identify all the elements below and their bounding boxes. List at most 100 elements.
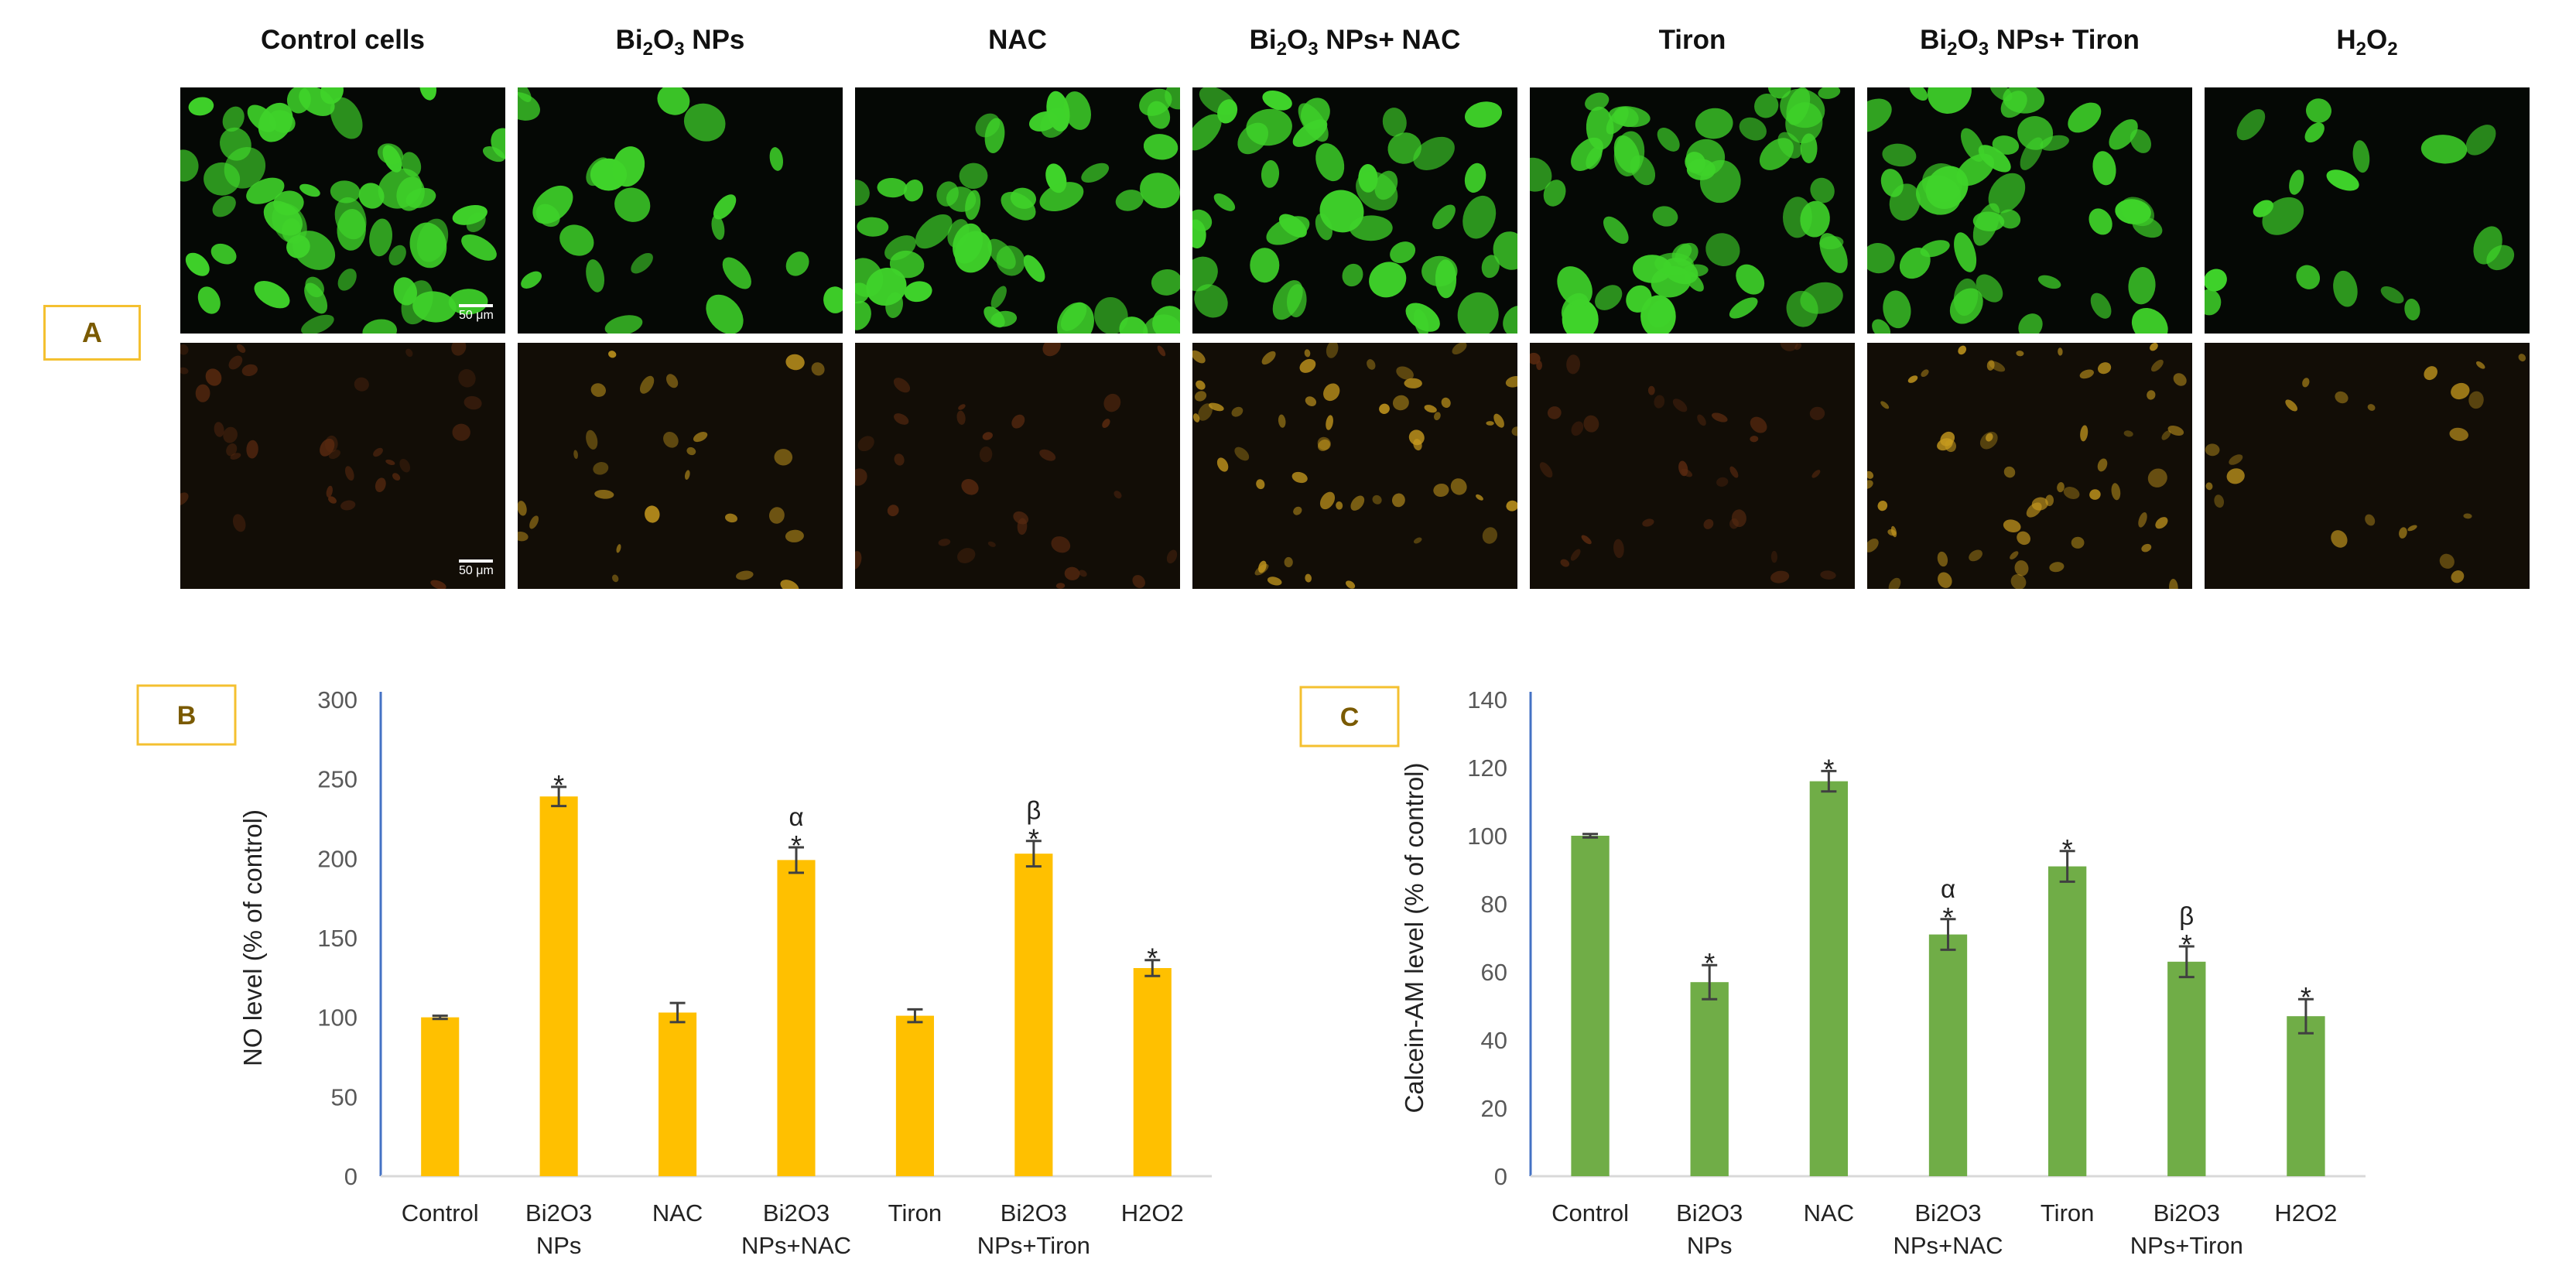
- column-title: NAC: [988, 25, 1047, 55]
- no-stain-micrograph: [2205, 343, 2530, 589]
- x-tick-label: NAC: [652, 1199, 703, 1227]
- x-tick-label: NAC: [1804, 1199, 1854, 1227]
- x-tick-label: NPs+Tiron: [977, 1232, 1090, 1259]
- y-tick-label: 120: [1467, 754, 1507, 782]
- x-tick-label: NPs+NAC: [1893, 1232, 2003, 1259]
- panel-label-text: B: [177, 701, 197, 730]
- significance-mark: *: [1942, 902, 1953, 933]
- error-bar: [1025, 840, 1042, 868]
- no-stain-micrograph: [855, 343, 1180, 589]
- panel-label-box: [136, 684, 237, 746]
- error-bar: [1821, 769, 1837, 793]
- calcein-micrograph: [518, 87, 843, 334]
- error-bar: [1144, 959, 1161, 977]
- x-tick-label: Bi2O3: [2154, 1199, 2220, 1227]
- calcein-micrograph: [855, 87, 1180, 334]
- bar: [1809, 781, 1849, 1176]
- y-axis-title: NO level (% of control): [238, 809, 267, 1066]
- significance-mark: *: [553, 769, 564, 801]
- bar: [539, 796, 578, 1176]
- y-tick-label: 100: [317, 1004, 357, 1032]
- y-tick-label: 60: [1481, 959, 1507, 986]
- x-tick-label: Bi2O3: [1676, 1199, 1743, 1227]
- significance-mark: *: [2181, 929, 2192, 960]
- y-tick-label: 150: [317, 925, 357, 952]
- column-title: Bi2O3 NPs+ NAC: [1249, 25, 1461, 60]
- bar: [2167, 961, 2206, 1176]
- no-stain-micrograph: [1530, 343, 1855, 589]
- significance-mark: *: [2062, 833, 2073, 865]
- bar: [1928, 934, 1968, 1176]
- bar: [1014, 854, 1053, 1176]
- significance-mark: *: [1704, 947, 1715, 979]
- error-bar: [2178, 945, 2195, 979]
- x-tick-label: Bi2O3: [1001, 1199, 1067, 1227]
- panel-label: C: [1299, 686, 1400, 748]
- y-tick-label: 300: [317, 686, 357, 713]
- x-tick-label: Bi2O3: [1914, 1199, 1981, 1227]
- x-tick-label: Bi2O3: [525, 1199, 592, 1227]
- y-tick-label: 20: [1481, 1095, 1507, 1122]
- bar: [895, 1015, 934, 1176]
- bar: [2287, 1016, 2325, 1176]
- x-tick-label: H2O2: [1121, 1199, 1184, 1227]
- bar: [421, 1017, 460, 1176]
- x-tick-label: NPs+Tiron: [2130, 1232, 2243, 1259]
- panel-label: B: [136, 684, 237, 746]
- x-tick-label: H2O2: [2274, 1199, 2337, 1227]
- significance-mark: β: [2179, 902, 2194, 930]
- error-bar: [1702, 963, 1718, 1001]
- calcein-micrograph: [180, 87, 505, 334]
- significance-mark: α: [789, 802, 803, 831]
- no-level-bar-chart: B 0 50 100 150 200 250 300 NO level (% of contro…: [136, 684, 1212, 1259]
- y-tick-label: 140: [1467, 686, 1507, 713]
- column-title: H2O2: [2336, 25, 2398, 60]
- error-bar: [2059, 850, 2075, 883]
- panel-label-box: [1299, 686, 1400, 748]
- calcein-micrograph: [1867, 87, 2192, 334]
- error-bar: [2297, 997, 2314, 1035]
- y-tick-label: 100: [1467, 823, 1507, 850]
- y-tick-label: 50: [331, 1083, 357, 1110]
- column-title: Bi2O3 NPs+ Tiron: [1920, 25, 2140, 60]
- y-tick-label: 0: [344, 1163, 357, 1190]
- x-tick-label: Tiron: [2041, 1199, 2094, 1227]
- bar: [2047, 866, 2087, 1176]
- calcein-level-bar-chart: C 0 20 40 60 80 100 120 140 Calcein-AM level (% o…: [1299, 686, 2366, 1259]
- panel-a-label: A: [43, 305, 141, 361]
- no-stain-micrograph: [518, 343, 843, 589]
- x-tick-label: Control: [1551, 1199, 1629, 1227]
- calcein-micrograph: [2205, 87, 2530, 334]
- bar: [1571, 836, 1610, 1176]
- error-bar: [432, 1014, 448, 1021]
- bar: [777, 860, 816, 1176]
- x-tick-label: NPs: [536, 1232, 582, 1259]
- y-tick-label: 0: [1494, 1163, 1507, 1190]
- calcein-micrograph: [1192, 87, 1517, 334]
- significance-mark: *: [2301, 981, 2311, 1013]
- significance-mark: α: [1941, 874, 1955, 903]
- y-axis-title: Calcein-AM level (% of control): [1400, 763, 1428, 1114]
- no-stain-micrograph: [1192, 343, 1517, 589]
- bar: [1690, 982, 1729, 1176]
- x-tick-label: Bi2O3: [763, 1199, 830, 1227]
- significance-mark: *: [1028, 823, 1039, 855]
- significance-mark: *: [1823, 753, 1834, 785]
- y-tick-label: 40: [1481, 1027, 1507, 1054]
- error-bar: [669, 1001, 686, 1024]
- error-bar: [1582, 833, 1599, 839]
- column-title: Bi2O3 NPs: [615, 25, 745, 60]
- y-tick-label: 250: [317, 766, 357, 793]
- error-bar: [789, 846, 804, 874]
- column-title: Tiron: [1658, 25, 1726, 55]
- error-bar: [907, 1008, 923, 1024]
- calcein-micrograph: [1530, 87, 1855, 334]
- significance-mark: *: [791, 830, 802, 861]
- scale-bar: 50 μm: [459, 559, 494, 578]
- bar: [1133, 968, 1172, 1176]
- column-title: Control cells: [261, 25, 425, 55]
- no-stain-micrograph: [180, 343, 505, 589]
- error-bar: [551, 785, 567, 808]
- x-tick-label: NPs: [1687, 1232, 1733, 1259]
- x-tick-label: NPs+NAC: [741, 1232, 851, 1259]
